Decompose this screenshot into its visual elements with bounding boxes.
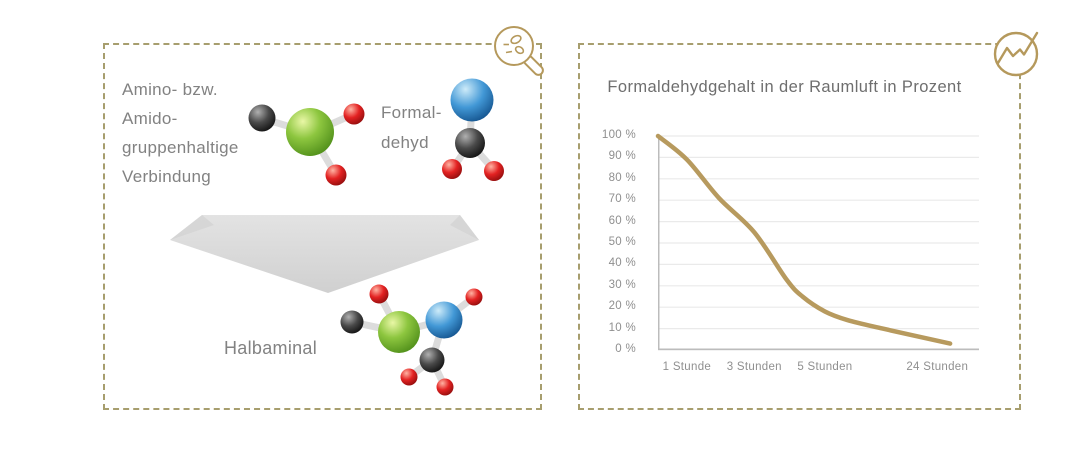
trend-chart-icon [993,31,1039,77]
y-tick-label: 20 % [608,300,636,313]
y-tick-label: 30 % [608,278,636,291]
y-tick-label: 90 % [608,150,636,163]
atom-oxygen-blue [425,301,463,339]
x-tick-label: 1 Stunde [662,361,712,373]
reactant-label-line: gruppenhaltige [122,138,239,157]
atom-oxygen [343,103,365,125]
atom-nitrogen [378,311,420,353]
amine-molecule-model [248,103,365,186]
atom-carbon [419,347,445,373]
y-tick-label: 80 % [608,171,636,184]
atom-hydrogen-red [442,159,462,179]
reactant-label-line: Amino- bzw. [122,80,218,99]
reactant-label: Amino- bzw. Amido- gruppenhaltige Verbin… [122,75,239,191]
microbe-glyphs [503,34,525,55]
atom-oxygen [325,164,347,186]
chart-panel: Formaldehydgehalt in der Raumluft in Pro… [578,43,1021,410]
atom-hydrogen-red [436,378,454,396]
y-tick-label: 50 % [608,236,636,248]
atom-oxygen [465,288,483,306]
formaldehyde-decay-chart: 0 % 10 % 20 % 30 % 40 % 50 % 60 % 70 % 80 % 90 % 1… [580,45,1019,408]
atom-hydrogen-red [400,368,418,386]
chart-title: Formaldehydgehalt in der Raumluft in Pro… [607,78,962,96]
chart-plot-area [655,133,979,351]
y-tick-label: 100 % [601,129,636,141]
halbaminal-molecule-model [340,284,483,396]
atom-nitrogen [286,108,334,156]
reaction-panel: Amino- bzw. Amido- gruppenhaltige Verbin… [103,43,542,410]
reactant-label-line: Amido- [122,109,178,128]
reactant-label-line: Verbindung [122,167,212,186]
y-tick-label: 0 % [615,343,636,355]
atom-carbon [248,104,276,132]
y-tick-label: 10 % [608,321,636,334]
x-tick-label: 24 Stunden [906,361,969,373]
reaction-arrow-down [170,215,479,293]
formaldehyde-label-line: Formal- [381,103,442,122]
data-line [655,133,953,346]
formaldehyde-label: Formal- dehyd [381,98,442,158]
atom-carbon [340,310,364,334]
atom-carbon [455,128,485,158]
magnifier-icon [494,26,544,76]
formaldehyde-label-line: dehyd [381,133,429,152]
y-tick-label: 40 % [608,257,636,270]
product-label: Halbaminal [224,338,318,358]
y-tick-label: 70 % [608,193,636,206]
x-tick-label: 5 Stunden [797,361,853,373]
atom-hydrogen-red [484,161,504,181]
formaldehyde-molecule-model [442,78,504,181]
x-tick-label: 3 Stunden [726,361,782,373]
atom-oxygen [369,284,389,304]
y-tick-label: 60 % [608,214,636,227]
atom-oxygen-blue [450,78,494,122]
